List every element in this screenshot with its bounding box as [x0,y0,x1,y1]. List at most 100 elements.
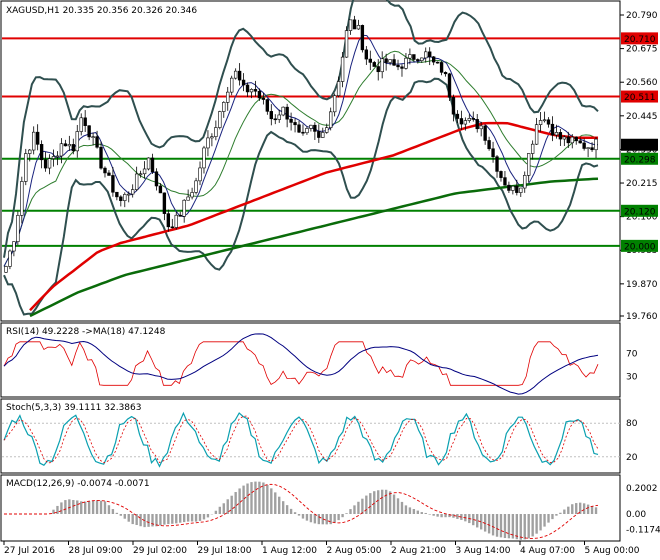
candle-body [594,138,598,151]
candle-body [471,118,475,120]
candle-body [277,114,281,120]
price-tick-label: 19.870 [626,280,658,290]
candle-body [344,30,349,58]
candle-body [321,132,325,138]
candle-body [305,128,309,134]
candle-body [542,119,547,122]
candle-body [55,155,60,158]
candle-body [269,111,273,120]
price-tick-label: 19.760 [626,312,658,322]
candle-body [4,266,8,273]
price-axis-ticks: 20.79020.67520.56020.44520.33020.21520.1… [620,11,658,322]
candle-body [451,97,456,115]
price-tick-label: 20.100 [626,213,658,223]
candle-body [562,136,567,140]
candle-body [273,118,277,121]
candle-body [87,125,91,138]
stoch-header: Stoch(5,3,3) 39.1111 32.3863 [6,403,141,413]
candle-body [170,226,174,229]
level-label-bg [621,90,658,103]
candle-body [206,137,210,149]
candle-body [336,81,341,96]
candle-body [443,72,448,75]
level-label-bg [621,32,658,45]
candle-body [447,73,452,98]
candle-body [586,147,590,149]
support-resistance-lines [2,37,620,247]
candle-body [356,25,361,30]
candle-body [566,136,570,144]
candle-body [428,51,432,58]
candle-body [16,215,20,242]
candle-body [558,132,563,140]
candle-body [253,89,258,92]
candle-body [241,79,246,86]
macd-tick-label: 0.2002 [626,484,658,494]
candle-body [463,120,468,125]
candle-body [412,54,416,60]
candle-body [127,193,131,196]
candle-body [332,95,337,113]
candle-body [475,119,479,130]
candle-body [293,122,297,126]
candle-body [103,167,107,174]
price-tick-label: 20.560 [626,78,658,88]
candle-body [35,131,40,145]
candle-body [534,124,539,145]
candle-body [360,25,365,51]
candle-body [43,159,48,169]
candle-body [265,99,270,112]
candle-body [416,59,420,61]
candle-body [131,189,135,195]
candle-body [134,173,139,190]
symbol-header: XAGUSD,H1 20.335 20.356 20.326 20.346 [6,6,197,16]
level-label-bg [621,239,658,252]
candle-body [67,144,72,147]
macd-indicator: 0.2002 0.00 -0.1174 [4,481,660,540]
candle-body [578,140,582,144]
time-axis: 27 Jul 2016 28 Jul 09:00 29 Jul 02:00 29 Ju… [3,541,640,556]
candle-body [364,49,369,60]
candle-body [503,177,507,186]
candlesticks [4,15,598,273]
price-tick-label: 20.790 [626,11,658,21]
candle-body [400,66,404,69]
candle-body [210,136,214,139]
candle-body [237,70,242,81]
macd-signal-line [4,483,599,539]
rsi-header: RSI(14) 49.2228 ->MA(18) 47.1248 [6,327,166,337]
main-indicators [3,0,599,318]
candle-body [8,250,12,267]
candle-body [435,61,440,64]
candle-body [368,58,372,63]
time-tick-label: 28 Jul 09:00 [69,546,123,556]
macd-tick-label: 0.00 [626,510,646,520]
candle-body [194,180,198,193]
candle-body [75,131,79,152]
candle-body [59,143,64,157]
candle-body [491,148,495,158]
candle-body [28,149,32,154]
candle-body [538,120,543,125]
level-label: 20.120 [624,207,656,217]
candle-body [245,84,250,93]
candle-body [71,144,75,152]
time-tick-label: 2 Aug 05:00 [327,546,382,556]
time-tick-label: 29 Jul 18:00 [198,546,252,556]
time-tick-label: 1 Aug 12:00 [262,546,317,556]
candle-body [115,191,119,198]
candle-body [396,64,400,68]
candle-body [285,106,289,120]
bollinger-upper [3,0,599,258]
candle-body [340,56,345,82]
candle-body [32,131,36,151]
level-label-bg [621,152,658,165]
bollinger-lower [3,77,599,316]
candle-body [202,147,206,169]
candle-body [190,192,194,198]
rsi-tick-label: 70 [626,349,638,359]
level-label-bg [621,204,658,217]
candle-body [388,59,392,63]
candle-body [119,196,123,201]
candle-body [214,127,218,137]
